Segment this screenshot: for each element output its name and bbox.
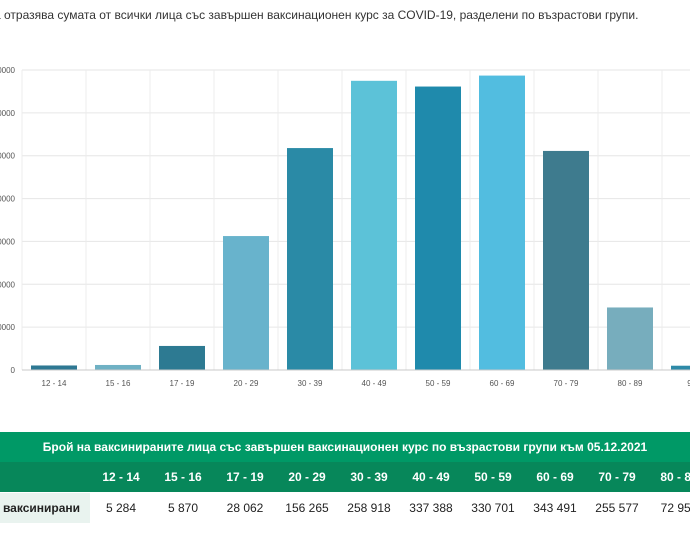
vaccination-table: 12 - 14 15 - 16 17 - 19 20 - 29 30 - 39 … [0,462,690,523]
cell-50-59: 330 701 [462,492,524,523]
header-age-80-89: 80 - 89 [648,462,690,493]
header-age-50-59: 50 - 59 [462,462,524,493]
bar-30-39 [287,148,333,370]
table-header-row: 12 - 14 15 - 16 17 - 19 20 - 29 30 - 39 … [0,462,690,493]
x-tick-label: 30 - 39 [298,379,323,388]
header-age-12-14: 12 - 14 [90,462,152,493]
table-row: ваксинирани 5 284 5 870 28 062 156 265 2… [0,492,690,523]
bar-40-49 [351,80,397,370]
table-title: Брой на ваксинираните лица със завършен … [0,432,690,462]
bar-15-16 [95,364,141,370]
x-tick-label: 17 - 19 [170,379,195,388]
header-age-20-29: 20 - 29 [276,462,338,493]
x-tick-label: 80 - 89 [618,379,643,388]
x-tick-label: 60 - 69 [490,379,515,388]
x-tick-label: 20 - 29 [234,379,259,388]
header-empty [0,462,90,493]
x-tick-label: 70 - 79 [554,379,579,388]
bar-80-89 [607,307,653,370]
x-tick-label: 12 - 14 [42,379,67,388]
chart-description: а отразява сумата от всички лица със зав… [0,8,639,22]
header-age-60-69: 60 - 69 [524,462,586,493]
x-tick-label: 90+ [687,379,690,388]
cell-80-89: 72 953 [648,492,690,523]
cell-60-69: 343 491 [524,492,586,523]
cell-40-49: 337 388 [400,492,462,523]
header-age-17-19: 17 - 19 [214,462,276,493]
header-age-70-79: 70 - 79 [586,462,648,493]
cell-12-14: 5 284 [90,492,152,523]
bar-17-19 [159,345,205,370]
header-age-15-16: 15 - 16 [152,462,214,493]
bar-70-79 [543,150,589,370]
cell-20-29: 156 265 [276,492,338,523]
y-tick-label: 0 [11,366,16,375]
header-age-40-49: 40 - 49 [400,462,462,493]
vaccination-table-section: Брой на ваксинираните лица със завършен … [0,432,690,523]
x-tick-label: 50 - 59 [426,379,451,388]
row-label-vaccinated: ваксинирани [0,492,90,523]
header-age-30-39: 30 - 39 [338,462,400,493]
x-tick-label: 15 - 16 [106,379,131,388]
cell-30-39: 258 918 [338,492,400,523]
bar-20-29 [223,236,269,370]
cell-17-19: 28 062 [214,492,276,523]
bar-50-59 [415,86,461,371]
x-tick-label: 40 - 49 [362,379,387,388]
bar-60-69 [479,75,525,371]
cell-15-16: 5 870 [152,492,214,523]
bar-90+ [671,365,690,370]
bar-12-14 [31,365,77,370]
cell-70-79: 255 577 [586,492,648,523]
